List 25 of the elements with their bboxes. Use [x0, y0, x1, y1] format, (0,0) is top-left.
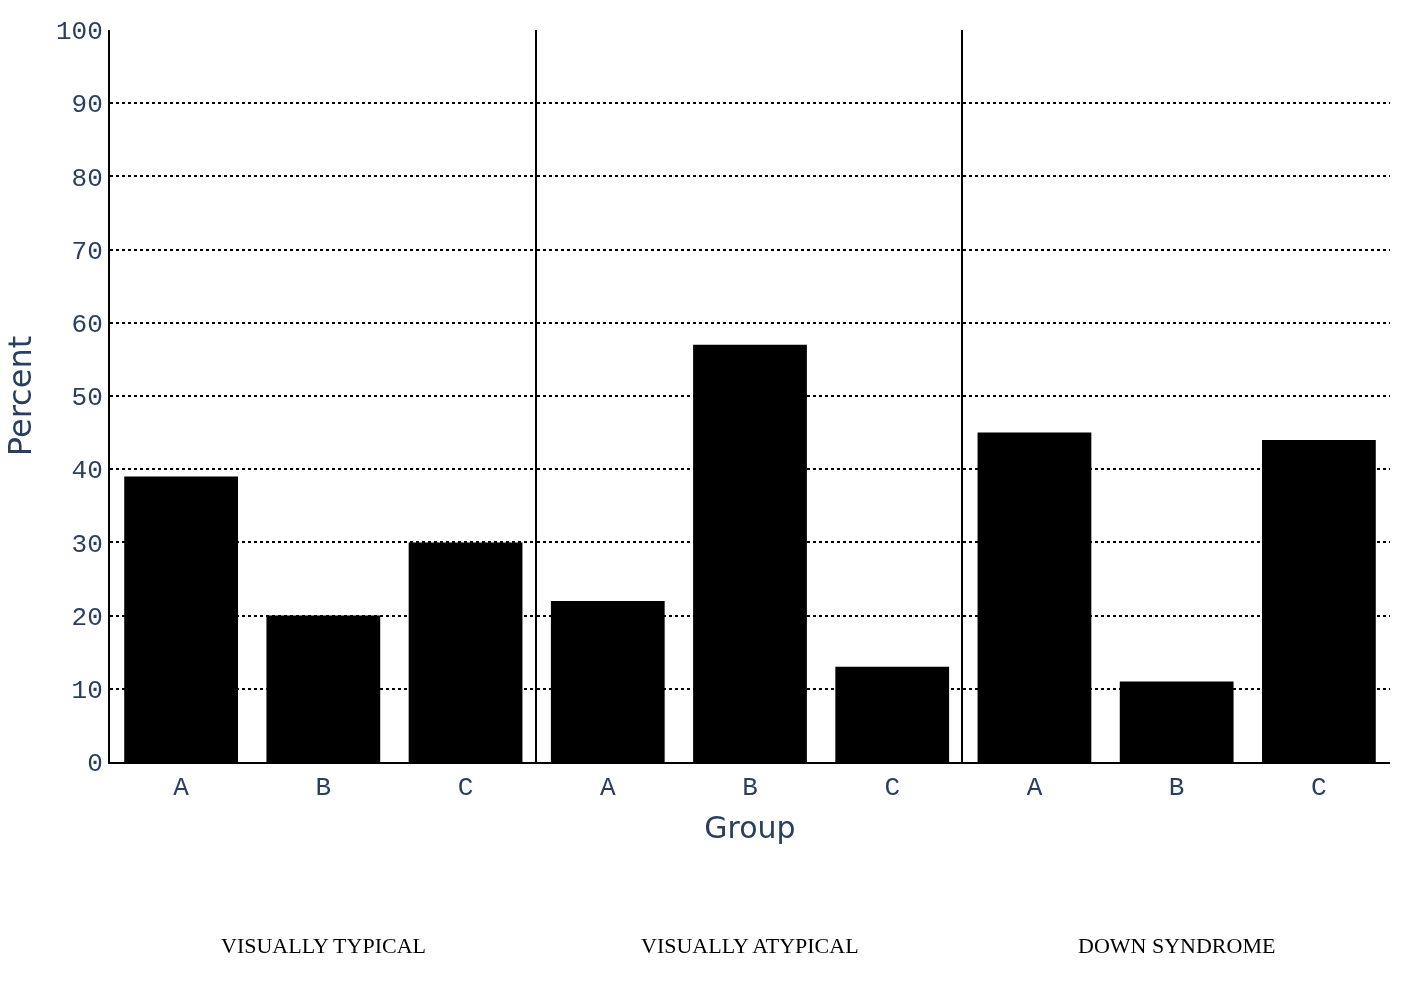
text: DOWN SYNDROME — [1078, 933, 1276, 958]
y-tick-label: 40 — [71, 456, 103, 487]
y-axis-title: Percent — [0, 335, 39, 457]
x-tick-label: A — [1026, 773, 1043, 804]
x-tick-label: C — [884, 773, 901, 804]
y-tick-label: 50 — [71, 383, 103, 414]
y-tick-label: 10 — [71, 675, 103, 706]
y-tick-label: 60 — [71, 309, 103, 340]
y-tick-label: 80 — [71, 163, 103, 194]
y-tick-label: 90 — [71, 90, 103, 121]
x-tick-label: A — [599, 773, 616, 804]
y-tick-label: 70 — [71, 236, 103, 267]
x-tick-label: C — [1311, 773, 1327, 804]
x-axis-title: Group — [704, 810, 796, 846]
x-tick-label: B — [742, 773, 758, 804]
x-tick-label: B — [1168, 773, 1185, 804]
x-tick-label: C — [457, 773, 474, 804]
y-tick-label: 20 — [71, 602, 103, 633]
x-tick-label: A — [173, 773, 190, 804]
y-tick-label: 100 — [55, 17, 103, 48]
y-tick-label: 30 — [71, 529, 103, 560]
x-tick-label: B — [315, 773, 332, 804]
y-tick-label: 0 — [87, 749, 103, 780]
text: VISUALLY ATYPICAL — [641, 933, 859, 958]
text: VISUALLY TYPICAL — [221, 933, 426, 958]
